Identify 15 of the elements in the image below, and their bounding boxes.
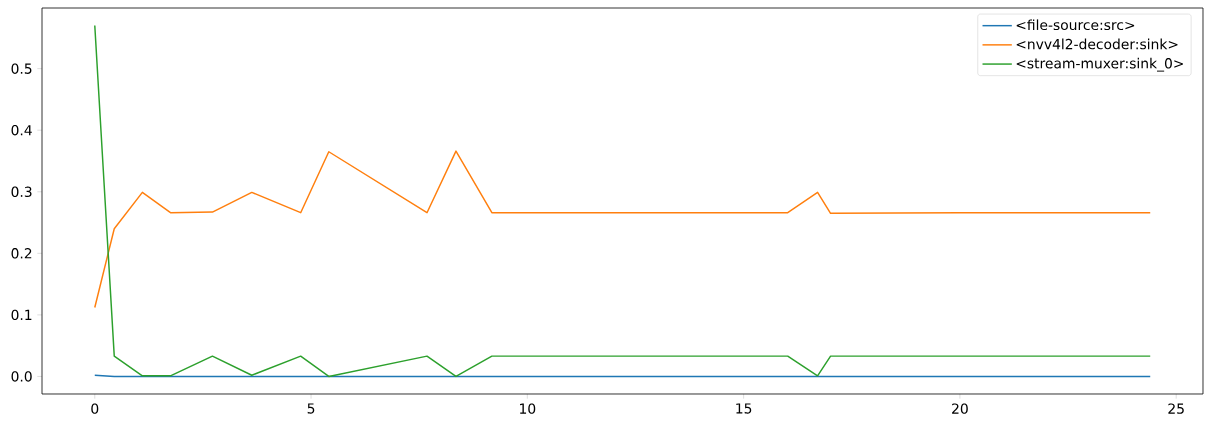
y-tick-label: 0.4 — [11, 124, 32, 136]
x-tick-label: 0 — [91, 403, 99, 414]
y-tick-label: 0.2 — [11, 247, 32, 259]
y-tick-label: 0.3 — [11, 186, 32, 197]
legend-label: <nvv4l2-decoder:sink> — [1016, 38, 1178, 50]
legend-label: <file-source:src> — [1016, 19, 1135, 30]
y-tick-label: 0.0 — [11, 371, 32, 382]
x-tick-label: 5 — [307, 403, 315, 414]
y-tick-label: 0.1 — [11, 309, 32, 320]
x-tick-label: 20 — [952, 403, 968, 414]
legend-label: <stream-muxer:sink_0> — [1016, 57, 1183, 72]
y-tick-label: 0.5 — [11, 63, 32, 74]
x-tick-label: 25 — [1168, 403, 1184, 414]
x-tick-label: 10 — [520, 403, 536, 414]
x-tick-label: 15 — [736, 403, 752, 414]
